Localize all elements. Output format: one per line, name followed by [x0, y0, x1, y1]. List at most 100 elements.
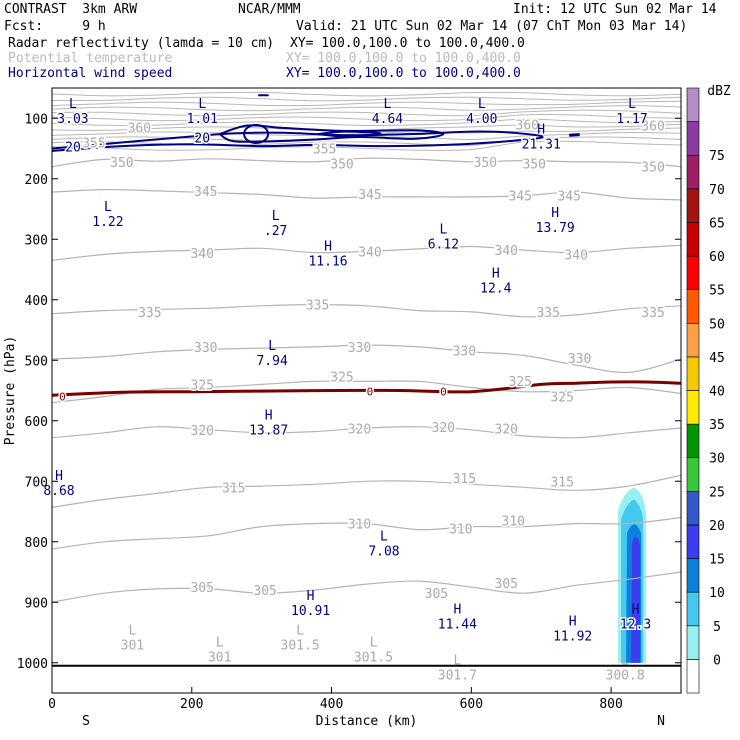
y-tick-label: 200: [25, 173, 48, 188]
theta-label: 340: [191, 247, 214, 262]
high-marker-value: 10.91: [291, 604, 330, 619]
theta-line-325: [52, 380, 681, 404]
colorbar-swatch: [686, 322, 700, 358]
theta-label: 310: [348, 518, 371, 533]
colorbar-unit: dBZ: [707, 84, 731, 99]
y-axis-title: Pressure (hPa): [3, 336, 18, 446]
colorbar-label: 55: [709, 284, 725, 299]
high-marker-value: 21.31: [522, 138, 561, 153]
low-marker-value: 300.8: [606, 669, 645, 684]
theta-label: 360: [641, 120, 664, 135]
reflectivity-layer: [618, 487, 647, 663]
theta-label: 350: [110, 156, 133, 171]
y-tick-label: 600: [25, 415, 48, 430]
y-tick-label: 500: [25, 354, 48, 369]
theta-label: 345: [509, 190, 532, 205]
theta-label: 350: [474, 156, 497, 171]
low-marker-letter: L: [628, 97, 636, 112]
theta-label: 310: [449, 522, 472, 537]
low-marker-value: 6.12: [428, 237, 459, 252]
theta-label: 330: [194, 341, 217, 356]
low-marker-value: 301.5: [354, 651, 393, 666]
low-marker-letter: L: [296, 623, 304, 638]
theta-upper-line: [52, 140, 681, 151]
theta-line-320: [52, 426, 681, 439]
high-marker-value: 12.3: [620, 617, 651, 632]
y-tick-label: 100: [25, 112, 48, 127]
theta-line-345: [52, 188, 681, 201]
high-marker-value: 12.4: [480, 282, 511, 297]
low-marker-letter: L: [478, 97, 486, 112]
theta-upper-line: [52, 100, 681, 107]
colorbar-swatch: [686, 222, 700, 257]
theta-label: 335: [641, 306, 664, 321]
field-label-wind: Horizontal wind speed: [8, 66, 173, 81]
theta-upper-line: [52, 127, 681, 136]
field-label-theta: Potential temperature: [8, 51, 173, 66]
plot-frame: [51, 87, 682, 694]
colorbar-swatch: [686, 457, 700, 492]
y-tick-label: 900: [25, 596, 48, 611]
valid-time: Valid: 21 UTC Sun 02 Mar 14 (07 ChT Mon …: [296, 19, 688, 34]
theta-label: 315: [550, 475, 573, 490]
colorbar-label: 70: [709, 183, 725, 198]
colorbar-label: 25: [709, 485, 725, 500]
theta-upper-line: [52, 136, 681, 147]
low-marker-value: 7.94: [256, 354, 287, 369]
theta-upper-line: [52, 96, 681, 102]
colorbar-swatch: [686, 121, 700, 156]
high-marker-letter: H: [569, 614, 577, 629]
low-marker-value: 7.08: [368, 545, 399, 560]
theta-label: 345: [194, 185, 217, 200]
theta-label: 350: [641, 161, 664, 176]
colorbar-swatch: [686, 87, 700, 122]
high-marker-letter: H: [55, 469, 63, 484]
colorbar-label: 20: [709, 519, 725, 534]
theta-label: 340: [564, 248, 587, 263]
x-tick-label: 0: [48, 697, 56, 712]
theta-label: 345: [557, 190, 580, 205]
theta-contours: [52, 91, 681, 603]
colorbar-label: 40: [709, 385, 725, 400]
forecast-hour: Fcst: 9 h: [4, 19, 106, 34]
theta-label: 315: [453, 472, 476, 487]
high-marker-letter: H: [492, 267, 500, 282]
high-marker-value: 11.92: [553, 629, 592, 644]
y-tick-label: 1000: [17, 657, 48, 672]
low-marker-letter: L: [621, 654, 629, 669]
freezing-line: [52, 380, 681, 397]
x-tick-label: 600: [460, 697, 483, 712]
high-marker-letter: H: [324, 239, 332, 254]
field-xy-theta: XY= 100.0,100.0 to 100.0,400.0: [286, 51, 521, 66]
theta-label: 320: [191, 424, 214, 439]
reflectivity-shade-20: [631, 536, 641, 663]
wind-contours: [52, 94, 580, 152]
high-marker-value: 8.68: [43, 484, 74, 499]
colorbar-label: 50: [709, 317, 725, 332]
x-axis-title: Distance (km): [316, 714, 418, 729]
high-marker-letter: H: [265, 409, 273, 424]
theta-upper-line: [52, 109, 681, 117]
freezing-label: 0: [59, 390, 66, 403]
theta-label: 305: [425, 587, 448, 602]
theta-line-330: [52, 344, 681, 374]
low-marker-letter: L: [439, 222, 447, 237]
low-marker-value: 3.03: [57, 112, 88, 127]
low-marker-value: 301.5: [281, 638, 320, 653]
colorbar-label: 60: [709, 250, 725, 265]
theta-label: 320: [348, 423, 371, 438]
theta-label: 360: [128, 121, 151, 136]
low-marker-value: 301: [121, 638, 144, 653]
low-marker-letter: L: [380, 530, 388, 545]
colorbar-label: 45: [709, 351, 725, 366]
low-marker-letter: L: [268, 339, 276, 354]
theta-line-310: [52, 516, 681, 550]
y-tick-label: 400: [25, 294, 48, 309]
field-xy-wind: XY= 100.0,100.0 to 100.0,400.0: [286, 66, 521, 81]
theta-label: 305: [253, 584, 276, 599]
wind-contour-inner: [317, 130, 382, 138]
colorbar-swatch: [686, 558, 700, 593]
low-marker-value: 301.7: [438, 669, 477, 684]
colorbar-swatch: [686, 625, 700, 660]
